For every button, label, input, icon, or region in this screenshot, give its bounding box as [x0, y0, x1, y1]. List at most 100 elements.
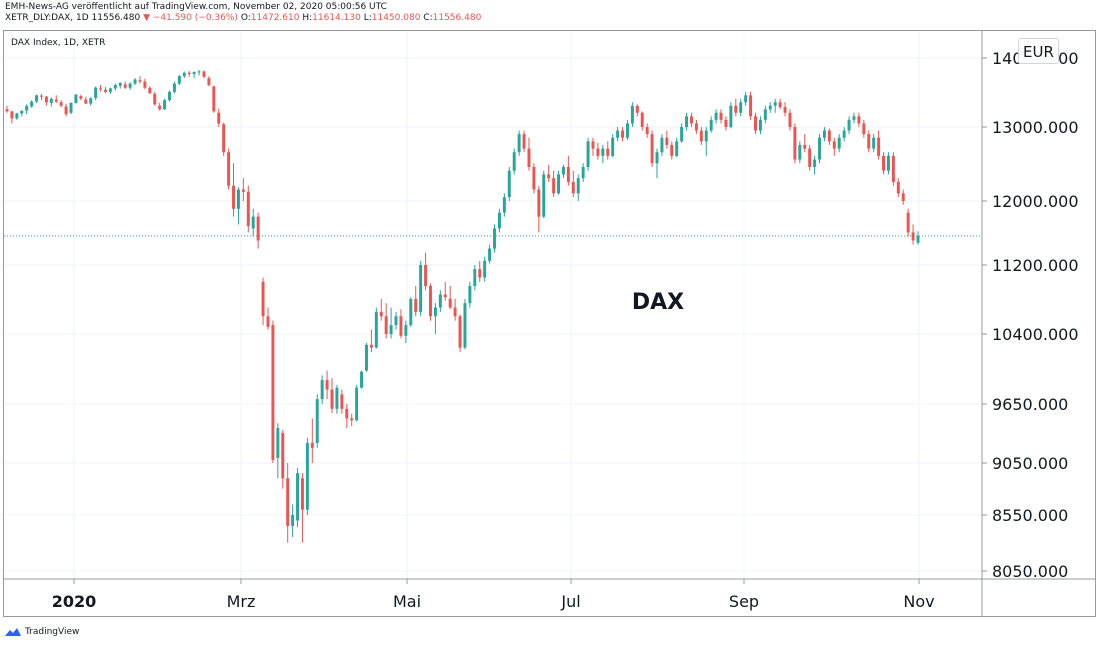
candle-body: [30, 101, 34, 107]
candle-body: [291, 515, 295, 526]
candle-body: [133, 79, 137, 84]
candle-down: [325, 370, 329, 400]
candle-down: [414, 286, 418, 317]
candle-body: [276, 428, 280, 458]
candle-body: [645, 127, 649, 135]
candle-down: [286, 463, 290, 543]
candle-body: [118, 82, 122, 86]
candle-body: [842, 130, 846, 138]
candle-body: [601, 148, 605, 156]
candle-body: [660, 137, 664, 153]
candle-up: [89, 97, 93, 106]
candle-down: [54, 95, 58, 103]
chart-title: DAX: [632, 290, 684, 315]
candle-body: [113, 84, 117, 89]
candle-down: [896, 178, 900, 198]
candle-body: [542, 174, 546, 217]
candle-body: [650, 134, 654, 164]
candle-body: [433, 307, 437, 317]
candle-body: [768, 105, 772, 110]
x-tick-label: Jul: [560, 592, 580, 611]
candle-up: [192, 71, 196, 79]
candle-body: [827, 130, 831, 142]
candle-up: [394, 311, 398, 330]
candle-down: [241, 178, 245, 201]
candle-up: [576, 174, 580, 201]
currency-button[interactable]: EUR: [1018, 38, 1059, 64]
candle-body: [552, 178, 556, 194]
candle-up: [94, 86, 98, 101]
candle-up: [729, 102, 733, 129]
candle-up: [315, 394, 319, 448]
candle-up: [872, 134, 876, 153]
candle-up: [133, 78, 137, 85]
candle-up: [291, 504, 295, 537]
close-label: C:: [423, 13, 433, 23]
candle-up: [276, 423, 280, 479]
candle-body: [84, 99, 88, 104]
candle-body: [576, 178, 580, 194]
high-value: 11614.130: [312, 13, 361, 23]
candle-body: [168, 91, 171, 101]
candle-body: [128, 83, 132, 88]
candle-up: [512, 148, 516, 175]
candle-body: [69, 102, 73, 113]
candle-body: [886, 155, 890, 171]
candle-body: [64, 106, 68, 115]
candle-down: [261, 277, 265, 326]
candle-body: [172, 83, 176, 92]
candle-up: [389, 307, 393, 339]
candle-body: [335, 387, 339, 409]
candle-body: [360, 371, 364, 388]
candle-down: [222, 122, 226, 156]
candle-up: [517, 130, 521, 156]
candle-up: [768, 102, 772, 113]
candle-body: [670, 144, 674, 156]
candle-up: [197, 70, 201, 76]
candle-body: [906, 212, 910, 233]
candle-body: [822, 130, 826, 138]
candle-up: [419, 260, 423, 317]
candle-down: [340, 389, 344, 414]
candle-body: [15, 113, 19, 119]
candle-body: [739, 102, 743, 113]
candle-down: [443, 281, 447, 301]
candle-body: [517, 134, 521, 153]
candle-body: [808, 148, 812, 167]
candle-up: [74, 93, 78, 104]
candle-up: [360, 370, 364, 389]
candle-body: [369, 344, 373, 348]
candle-body: [212, 86, 216, 112]
candle-down: [123, 81, 127, 90]
candle-body: [483, 260, 487, 278]
candle-down: [650, 130, 654, 167]
candle-up: [916, 231, 920, 245]
candle-down: [79, 94, 83, 101]
candle-down: [640, 111, 644, 131]
candle-body: [586, 141, 590, 167]
candle-body: [547, 174, 551, 179]
candle-up: [818, 134, 821, 164]
x-tick-label: Nov: [903, 592, 934, 611]
candle-body: [473, 269, 477, 287]
candle-up: [364, 343, 368, 372]
candle-body: [364, 344, 368, 371]
candle-up: [483, 256, 487, 282]
candle-body: [394, 316, 398, 326]
candle-body: [74, 94, 78, 103]
candle-body: [148, 87, 152, 94]
candle-down: [384, 303, 388, 339]
candle-body: [44, 96, 48, 103]
candle-body: [911, 232, 915, 241]
candle-body: [502, 197, 506, 213]
y-tick-label: 12000.000: [992, 192, 1079, 211]
candle-body: [591, 141, 595, 149]
candle-body: [374, 311, 378, 348]
candle-up: [15, 112, 19, 120]
candle-down: [827, 128, 831, 145]
candle-body: [537, 189, 541, 217]
candle-body: [798, 144, 802, 160]
candle-down: [271, 320, 275, 463]
tradingview-footer[interactable]: TradingView: [4, 627, 79, 637]
